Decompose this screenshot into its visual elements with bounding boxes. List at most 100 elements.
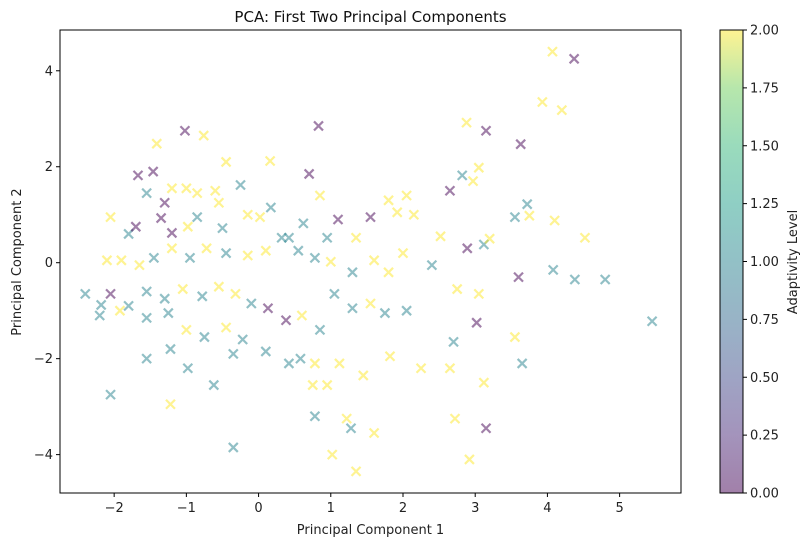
- data-point: [213, 281, 225, 292]
- data-point: [220, 156, 232, 168]
- data-point: [521, 198, 533, 210]
- data-point: [159, 293, 170, 304]
- data-point: [471, 317, 482, 328]
- x-tick-label: 5: [615, 501, 623, 516]
- scatter-points: [79, 46, 658, 477]
- data-point: [141, 187, 152, 199]
- data-point: [379, 307, 391, 319]
- data-point: [114, 305, 126, 316]
- data-point: [480, 125, 492, 137]
- data-point: [473, 288, 485, 300]
- data-point: [105, 211, 116, 223]
- x-axis: −2 −1 0 1 2 3 4 5: [105, 493, 624, 516]
- data-point: [321, 232, 333, 244]
- data-point: [147, 166, 159, 177]
- data-point: [365, 298, 376, 309]
- data-point: [191, 211, 203, 223]
- x-tick-label: 2: [399, 501, 407, 516]
- data-point: [141, 286, 152, 297]
- data-point: [159, 197, 170, 209]
- data-point: [365, 211, 376, 223]
- colorbar-tick-label: 1.25: [750, 197, 779, 212]
- data-point: [166, 183, 178, 194]
- data-point: [537, 96, 548, 108]
- data-point: [228, 442, 239, 453]
- colorbar-gradient: [720, 30, 743, 493]
- data-point: [181, 324, 192, 336]
- data-point: [262, 303, 274, 314]
- data-point: [579, 232, 591, 244]
- data-point: [228, 348, 239, 360]
- data-point: [334, 358, 345, 369]
- data-point: [179, 125, 191, 137]
- data-point: [265, 202, 277, 213]
- x-tick-label: 0: [254, 501, 262, 516]
- data-point: [309, 410, 321, 422]
- data-point: [509, 331, 521, 343]
- data-point: [242, 250, 254, 261]
- data-point: [547, 264, 559, 276]
- data-point: [384, 350, 396, 362]
- data-point: [313, 120, 324, 132]
- data-point: [549, 215, 560, 226]
- data-point: [199, 331, 210, 343]
- data-point: [166, 227, 178, 239]
- data-point: [332, 214, 344, 225]
- x-tick-label: 1: [327, 501, 335, 516]
- data-point: [524, 210, 535, 221]
- data-point: [383, 267, 394, 278]
- data-point: [94, 310, 105, 321]
- data-point: [325, 256, 337, 268]
- data-point: [480, 422, 492, 434]
- data-point: [329, 288, 340, 300]
- data-point: [309, 358, 321, 369]
- data-point: [448, 336, 459, 348]
- data-point: [163, 307, 174, 319]
- data-point: [347, 303, 358, 314]
- data-point: [350, 232, 362, 244]
- data-point: [260, 346, 272, 357]
- data-point: [383, 195, 394, 206]
- data-point: [220, 247, 232, 259]
- data-point: [646, 315, 658, 327]
- data-point: [401, 190, 412, 201]
- data-point: [177, 283, 189, 295]
- chart-title: PCA: First Two Principal Components: [234, 8, 506, 26]
- data-point: [213, 197, 225, 209]
- colorbar-ticks: 0.00 0.25 0.50 0.75 1.00 1.25 1.50 1.75 2.00: [743, 24, 779, 502]
- data-point: [314, 190, 326, 201]
- data-point: [461, 243, 473, 254]
- data-point: [237, 334, 248, 345]
- data-point: [165, 398, 176, 410]
- data-point: [79, 288, 91, 300]
- data-point: [298, 218, 309, 229]
- data-point: [276, 232, 287, 244]
- colorbar-tick-label: 0.50: [750, 371, 779, 386]
- data-point: [516, 358, 528, 369]
- data-point: [408, 209, 420, 220]
- y-axis: −4 −2 0 2 4: [34, 64, 60, 463]
- data-point: [151, 138, 163, 149]
- data-point: [547, 46, 558, 57]
- data-point: [426, 259, 438, 271]
- y-tick-label: 0: [45, 256, 53, 271]
- colorbar-tick-label: 0.00: [750, 487, 779, 502]
- data-point: [415, 362, 427, 374]
- x-tick-label: −2: [105, 501, 124, 516]
- data-point: [451, 283, 463, 295]
- data-point: [198, 130, 209, 141]
- data-point: [599, 274, 611, 285]
- colorbar-tick-label: 1.75: [750, 81, 779, 96]
- data-point: [280, 314, 292, 326]
- data-point: [368, 427, 380, 439]
- data-point: [449, 413, 461, 424]
- data-point: [444, 185, 456, 197]
- data-point: [321, 379, 333, 391]
- data-point: [397, 247, 409, 259]
- x-tick-label: 3: [471, 501, 479, 516]
- data-point: [461, 117, 472, 128]
- data-point: [515, 138, 526, 150]
- data-point: [444, 362, 456, 374]
- data-point: [401, 305, 412, 316]
- data-point: [473, 162, 485, 173]
